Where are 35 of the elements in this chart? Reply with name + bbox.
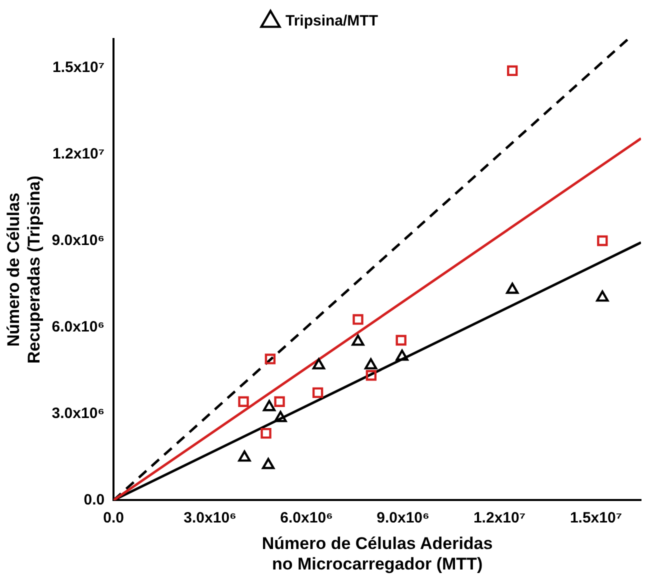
point	[396, 334, 406, 346]
point	[506, 282, 519, 294]
legend-label: Tripsina/MTT	[286, 12, 378, 30]
point	[312, 387, 324, 398]
y-tick-label: 3.0x10⁶	[52, 404, 105, 422]
y-tick-label: 6.0x10⁶	[52, 318, 105, 336]
point	[238, 450, 251, 462]
point	[238, 396, 249, 407]
point	[312, 358, 326, 370]
x-tick-label: 0.0	[103, 509, 124, 526]
point	[274, 410, 287, 422]
y-tick-label: 0.0	[84, 491, 105, 508]
point	[352, 314, 364, 325]
y-tick-label: 9.0x10⁶	[52, 232, 105, 249]
point	[596, 290, 609, 302]
x-tick-label: 3.0x10⁶	[184, 509, 236, 526]
x-tick-label: 9.0x10⁶	[376, 509, 430, 526]
point	[262, 400, 276, 412]
point	[352, 334, 364, 346]
point	[396, 350, 408, 361]
x-axis-title: Número de Células Aderidas no Microcarregador (MTT)	[262, 534, 493, 574]
point	[260, 428, 272, 439]
y-tick-label: 1.5x10⁷	[52, 58, 105, 76]
x-tick-label: 1.2x10⁷	[473, 509, 526, 526]
point	[597, 235, 608, 246]
y-tick-label: 1.2x10⁷	[52, 145, 105, 162]
y-axis-title: Número de Células Recuperadas (Tripsina)	[4, 176, 44, 364]
x-tick-label: 6.0x10⁶	[280, 509, 333, 526]
point	[364, 358, 378, 370]
point	[366, 370, 377, 381]
point	[262, 458, 275, 470]
point	[507, 65, 518, 76]
point	[264, 354, 276, 364]
x-tick-label: 1.5x10⁷	[570, 509, 622, 526]
point	[274, 396, 285, 407]
